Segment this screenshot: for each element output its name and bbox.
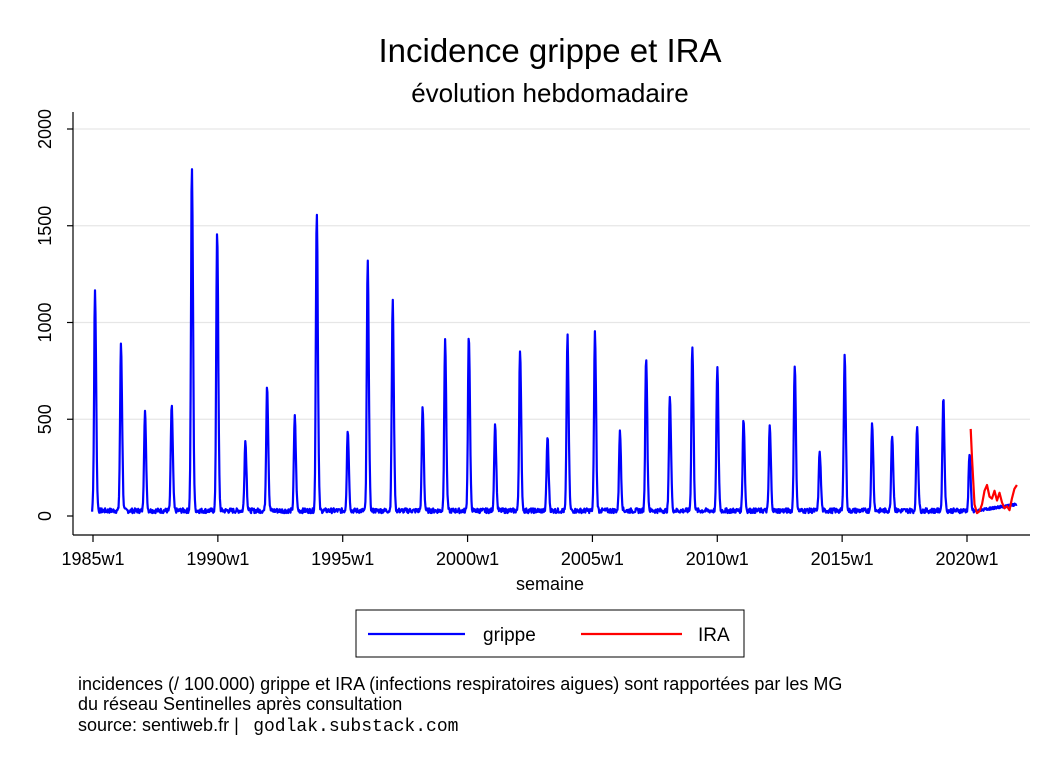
x-tick-label: 2010w1 <box>686 549 749 569</box>
series-layer <box>91 168 1018 515</box>
x-tick-label: 1985w1 <box>61 549 124 569</box>
substack-text: godlak.substack.com <box>253 717 458 737</box>
source-text: source: sentiweb.fr | <box>78 715 239 735</box>
grid-lines <box>73 128 1030 420</box>
series-line-grippe <box>91 168 1018 515</box>
note-line-3: source: sentiweb.fr | godlak.substack.co… <box>78 715 458 737</box>
y-tick-label: 0 <box>35 511 55 521</box>
legend: grippe IRA <box>355 609 745 658</box>
y-axis: 0 500 1000 1500 2000 <box>35 109 74 535</box>
note-line-1: incidences (/ 100.000) grippe et IRA (in… <box>78 674 842 694</box>
x-tick-label: 2020w1 <box>935 549 998 569</box>
x-tick-label: 2000w1 <box>436 549 499 569</box>
series-line-ira <box>969 428 1018 515</box>
chart-subtitle: évolution hebdomadaire <box>411 78 689 108</box>
x-tick-label: 1990w1 <box>186 549 249 569</box>
legend-label-ira: IRA <box>698 625 730 646</box>
y-tick-label: 1500 <box>35 206 55 246</box>
legend-label-grippe: grippe <box>483 625 536 646</box>
chart-title: Incidence grippe et IRA <box>378 32 721 69</box>
x-tick-label: 1995w1 <box>311 549 374 569</box>
x-tick-label: 2015w1 <box>811 549 874 569</box>
note-line-2: du réseau Sentinelles après consultation <box>78 694 402 714</box>
y-tick-label: 2000 <box>35 109 55 149</box>
y-tick-label: 500 <box>35 404 55 434</box>
y-tick-label: 1000 <box>35 302 55 342</box>
x-tick-label: 2005w1 <box>561 549 624 569</box>
x-axis-label: semaine <box>516 574 584 594</box>
x-axis: 1985w1 1990w1 1995w1 2000w1 2005w1 2010w1 2015… <box>61 534 1030 569</box>
